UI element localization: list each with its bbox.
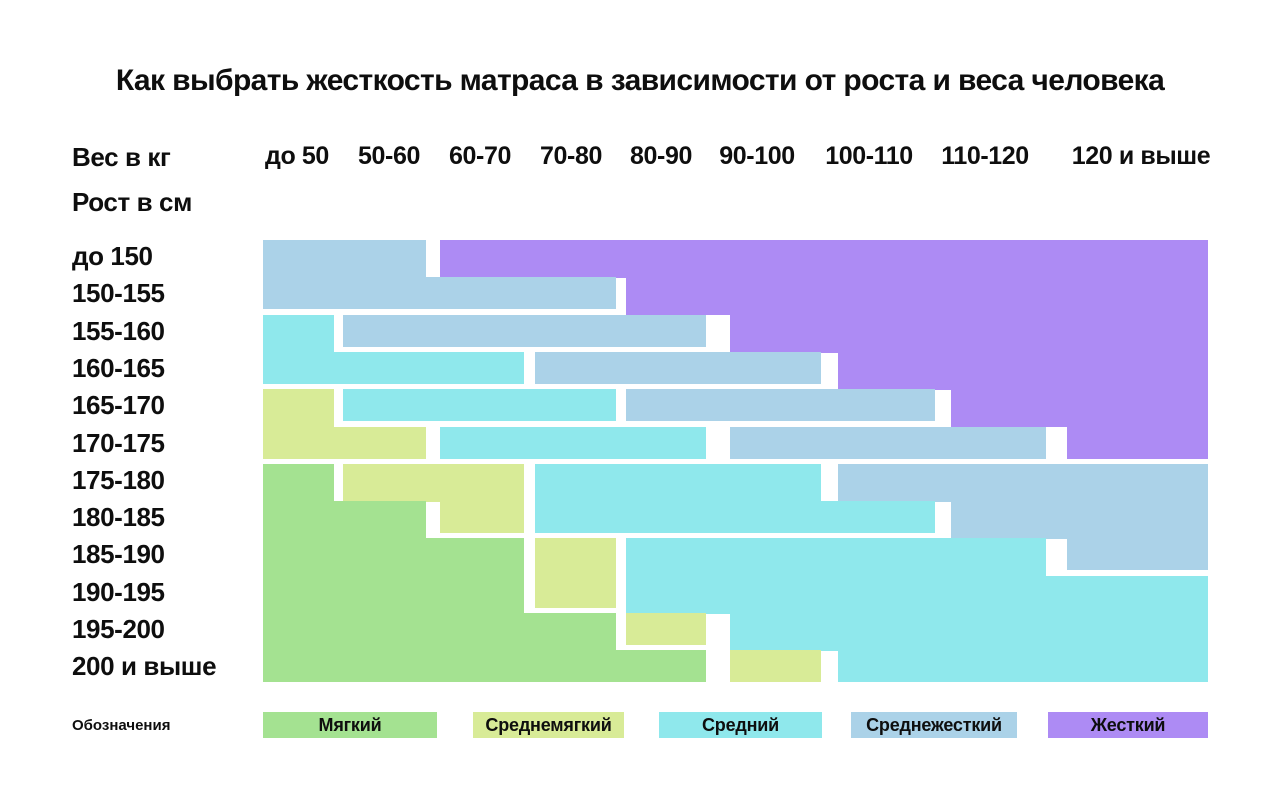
- segment-firm: [1067, 426, 1208, 459]
- row-label: 190-195: [72, 576, 165, 607]
- segment-medium_soft: [730, 650, 821, 683]
- segment-medium_soft: [535, 538, 616, 577]
- row-label: 175-180: [72, 464, 165, 495]
- segment-medium: [535, 501, 935, 534]
- chart-title: Как выбрать жесткость матраса в зависимо…: [115, 64, 1165, 97]
- row-label: 150-155: [72, 278, 165, 309]
- segment-soft: [263, 575, 524, 614]
- segment-firm: [626, 277, 1208, 316]
- segment-medium_soft: [343, 463, 524, 502]
- column-header: 110-120: [941, 142, 1029, 170]
- segment-medium_firm: [1067, 538, 1208, 571]
- segment-medium_firm: [263, 277, 616, 310]
- row-label: 200 и выше: [72, 651, 217, 682]
- legend-swatch-soft: Мягкий: [263, 712, 437, 738]
- segment-medium: [343, 389, 616, 422]
- segment-medium: [626, 575, 1208, 614]
- column-header: 50-60: [358, 142, 420, 170]
- legend-title: Обозначения: [72, 717, 171, 734]
- column-header: 60-70: [449, 142, 511, 170]
- segment-medium_firm: [535, 351, 821, 384]
- row-label: 165-170: [72, 390, 165, 421]
- legend-swatch-medium_soft: Среднемягкий: [473, 712, 624, 738]
- legend-swatch-medium: Средний: [659, 712, 822, 738]
- column-header: до 50: [265, 142, 329, 170]
- segment-firm: [838, 351, 1208, 390]
- column-header: 90-100: [719, 142, 795, 170]
- segment-medium_soft: [263, 389, 334, 428]
- segment-medium: [730, 613, 1208, 651]
- segment-soft: [263, 613, 616, 651]
- row-label: 170-175: [72, 427, 165, 458]
- column-header: 120 и выше: [1071, 142, 1211, 170]
- row-label: 180-185: [72, 502, 165, 533]
- column-header: 80-90: [630, 142, 692, 170]
- segment-soft: [263, 501, 426, 540]
- row-label: 160-165: [72, 352, 165, 383]
- segment-medium_firm: [730, 426, 1046, 459]
- segment-soft: [263, 650, 706, 683]
- segment-medium_soft: [263, 426, 426, 459]
- segment-medium: [263, 314, 334, 353]
- segment-medium: [535, 463, 821, 502]
- segment-medium_soft: [626, 613, 706, 645]
- weight-axis-label: Вес в кг: [72, 142, 171, 172]
- segment-medium_soft: [440, 501, 524, 534]
- height-axis-label: Рост в см: [72, 187, 192, 217]
- segment-soft: [263, 463, 334, 502]
- row-label: 195-200: [72, 614, 165, 644]
- segment-medium: [440, 426, 706, 459]
- segment-firm: [730, 314, 1208, 353]
- row-label: 155-160: [72, 315, 165, 346]
- segment-medium_soft: [535, 575, 616, 608]
- column-header: 100-110: [825, 142, 913, 170]
- segment-medium_firm: [343, 314, 706, 347]
- segment-firm: [951, 389, 1208, 428]
- legend-swatch-medium_firm: Среднежесткий: [851, 712, 1017, 738]
- row-label: до 150: [72, 241, 153, 271]
- segment-medium: [263, 351, 524, 384]
- segment-medium: [626, 538, 1046, 577]
- segment-medium_firm: [626, 389, 935, 422]
- segment-medium: [838, 650, 1208, 683]
- segment-soft: [263, 538, 524, 577]
- column-header: 70-80: [540, 142, 602, 170]
- legend-swatch-firm: Жесткий: [1048, 712, 1208, 738]
- segment-firm: [440, 240, 1208, 278]
- segment-medium_firm: [838, 463, 1208, 502]
- row-label: 185-190: [72, 539, 165, 570]
- segment-medium_firm: [951, 501, 1208, 540]
- segment-medium_firm: [263, 240, 426, 278]
